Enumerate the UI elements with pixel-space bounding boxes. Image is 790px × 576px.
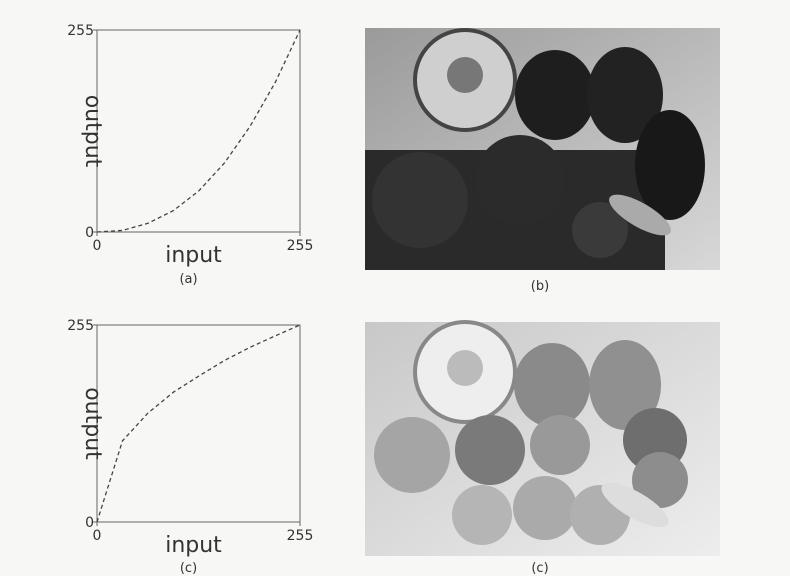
x-tick-label: 255 [287, 528, 314, 544]
x-tick-label: 0 [93, 238, 102, 254]
x-tick-label: 0 [93, 528, 102, 544]
x-axis-label: input [165, 243, 222, 268]
y-tick-label: 255 [67, 23, 94, 39]
photo-light [365, 322, 720, 556]
axes-frame [97, 30, 300, 232]
page: 02550255inputoutput(a)02550255inputoutpu… [0, 0, 790, 576]
y-axis-label: output [80, 95, 105, 168]
image-caption: (c) [531, 561, 548, 576]
curve [97, 30, 300, 232]
y-axis-label: output [80, 387, 105, 460]
x-tick-label: 255 [287, 238, 314, 254]
curve [97, 325, 300, 522]
image-caption: (b) [531, 279, 549, 294]
axes-frame [97, 325, 300, 522]
figure: 02550255inputoutput(a)02550255inputoutpu… [0, 0, 790, 576]
photo-dark [365, 28, 720, 270]
y-tick-label: 255 [67, 318, 94, 334]
caption: (a) [179, 272, 197, 287]
x-axis-label: input [165, 533, 222, 558]
caption: (c) [180, 561, 197, 576]
